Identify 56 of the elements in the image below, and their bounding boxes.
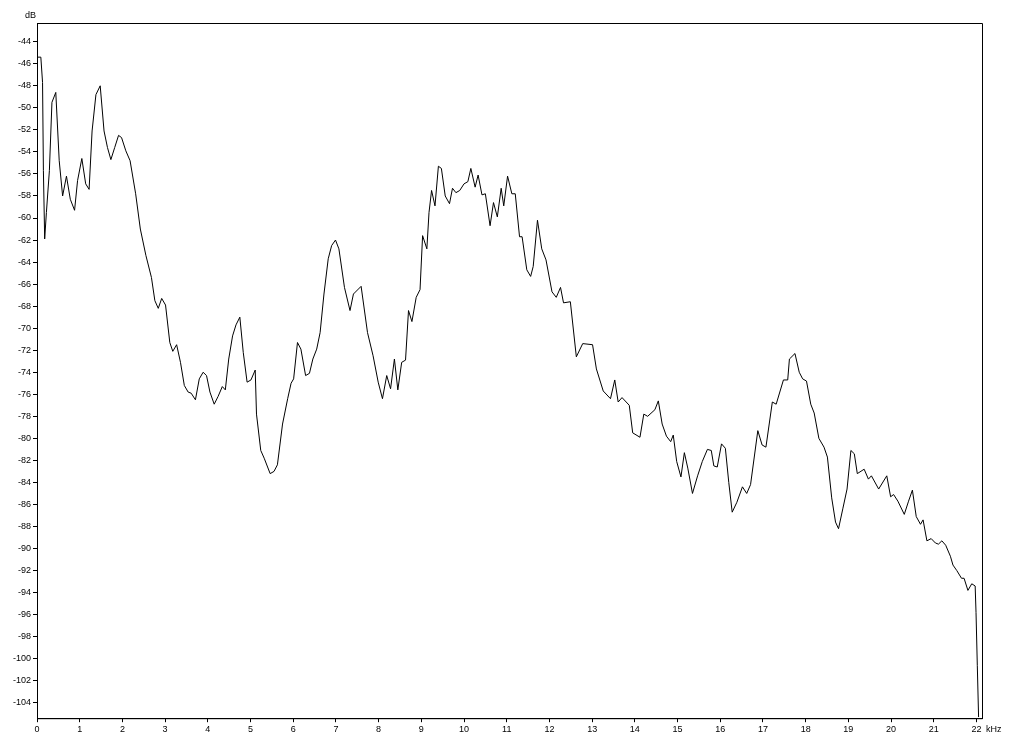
y-tick-label: -50 <box>17 102 31 113</box>
y-tick-label: -52 <box>17 124 31 135</box>
y-tick-label: -102 <box>12 675 31 686</box>
x-tick-label: 20 <box>886 724 897 735</box>
x-tick-label: 3 <box>162 724 168 735</box>
x-axis-title: kHz <box>986 724 1002 735</box>
x-tick-label: 10 <box>459 724 470 735</box>
x-tick-label: 13 <box>587 724 598 735</box>
x-tick-label: 18 <box>800 724 811 735</box>
y-tick-label: -84 <box>17 476 31 487</box>
x-tick-label: 15 <box>672 724 683 735</box>
x-tick-label: 11 <box>502 724 512 735</box>
y-tick-label: -60 <box>17 212 31 223</box>
y-tick-label: -92 <box>17 565 31 576</box>
x-tick-label: 9 <box>418 724 424 735</box>
y-tick-label: -76 <box>17 388 31 399</box>
y-axis-title: dB <box>25 9 37 20</box>
x-tick-label: 14 <box>629 724 640 735</box>
y-tick-label: -58 <box>17 190 31 201</box>
x-tick-label: 0 <box>34 724 40 735</box>
y-tick-label: -100 <box>12 653 31 664</box>
y-tick-label: -68 <box>17 300 31 311</box>
y-tick-label: -98 <box>17 631 31 642</box>
x-tick-label: 21 <box>928 724 939 735</box>
x-tick-label: 6 <box>290 724 296 735</box>
y-tick-label: -86 <box>17 498 31 509</box>
y-tick-label: -62 <box>17 234 31 245</box>
y-tick-label: -78 <box>17 410 31 421</box>
y-tick-label: -94 <box>17 587 31 598</box>
x-tick-label: 19 <box>843 724 854 735</box>
y-tick-label: -56 <box>17 168 31 179</box>
y-tick-label: -64 <box>17 256 31 267</box>
y-tick-label: -80 <box>17 432 31 443</box>
y-tick-label: -48 <box>17 80 31 91</box>
x-tick-label: 12 <box>544 724 555 735</box>
x-tick-label: 4 <box>205 724 211 735</box>
x-tick-label: 1 <box>77 724 83 735</box>
y-tick-label: -70 <box>17 322 31 333</box>
x-tick-label: 17 <box>757 724 768 735</box>
y-tick-label: -82 <box>17 454 31 465</box>
x-tick-label: 22 <box>971 724 982 735</box>
y-tick-label: -88 <box>17 520 31 531</box>
y-tick-label: -72 <box>17 344 31 355</box>
x-tick-label: 7 <box>333 724 339 735</box>
y-tick-label: -66 <box>17 278 31 289</box>
y-tick-label: -90 <box>17 543 31 554</box>
y-tick-label: -104 <box>12 697 31 708</box>
y-tick-label: -74 <box>17 366 31 377</box>
y-tick-label: -46 <box>17 58 31 69</box>
x-tick-label: 8 <box>376 724 382 735</box>
y-tick-label: -54 <box>17 146 31 157</box>
y-tick-label: -96 <box>17 609 31 620</box>
y-tick-label: -44 <box>17 36 31 47</box>
x-tick-label: 2 <box>119 724 125 735</box>
x-tick-label: 16 <box>715 724 726 735</box>
x-tick-label: 5 <box>248 724 254 735</box>
